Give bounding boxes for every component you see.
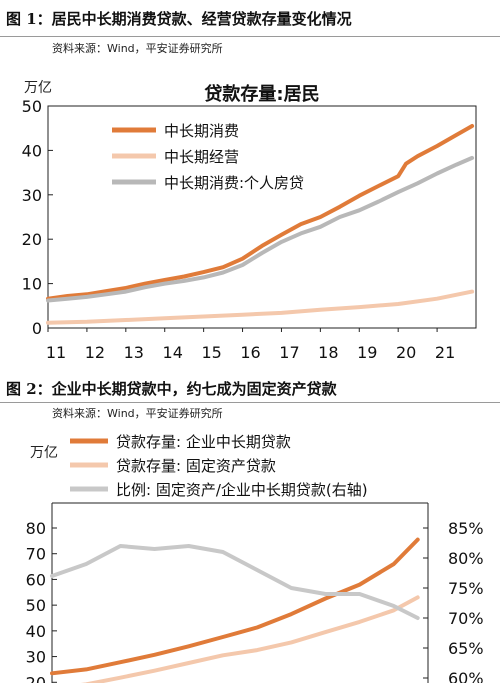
chart-2-y-left-tick-label-5: 60 (26, 570, 46, 589)
chart-1: 万亿 贷款存量:居民 0 10 20 30 40 50 11 12 13 14 15 16 17 18 19 20… (22, 80, 477, 362)
figure-2-title: 图 2：企业中长期贷款中，约七成为固定资产贷款 (6, 380, 337, 398)
chart-1-y-tick-label-3: 30 (22, 186, 42, 205)
figure-2-source: 资料来源：Wind，平安证券研究所 (52, 407, 223, 420)
chart-1-y-tick-label-5: 50 (22, 97, 42, 116)
chart-2-legend-label-2: 比例: 固定资产/企业中长期贷款(右轴) (116, 481, 368, 499)
chart-2-y-right-tick-label-1: 60% (448, 669, 484, 683)
chart-1-x-tick-label-2: 13 (124, 343, 144, 362)
chart-2-y-left-tick-label-2: 30 (26, 648, 46, 667)
chart-2-y-right-tick-label-6: 85% (448, 519, 484, 538)
chart-2-series-line-1 (80, 595, 420, 683)
chart-2-legend-label-0: 贷款存量: 企业中长期贷款 (116, 433, 291, 451)
chart-1-x-tick-label-10: 21 (435, 343, 455, 362)
chart-1-y-tick-label-2: 20 (22, 230, 42, 249)
chart-1-legend-label-1: 中长期经营 (164, 148, 239, 166)
chart-2: 万亿 20 30 40 50 60 70 80 60% 65% 70% 75% 80% 85% 贷款存量: … (26, 433, 484, 683)
chart-2-legend-label-1: 贷款存量: 固定资产贷款 (116, 457, 276, 475)
chart-1-x-tick-label-3: 14 (163, 343, 183, 362)
chart-2-y-right-tick-label-3: 70% (448, 609, 484, 628)
chart-1-y-tick-label-1: 10 (22, 275, 42, 294)
chart-1-x-tick-label-4: 15 (201, 343, 221, 362)
chart-1-x-tick-label-0: 11 (46, 343, 66, 362)
chart-1-x-tick-label-6: 17 (279, 343, 299, 362)
chart-1-series-line-1 (46, 289, 475, 325)
chart-2-y-left-tick-label-3: 40 (26, 622, 46, 641)
chart-2-y-left-tick-label-6: 70 (26, 545, 46, 564)
figure-2-rule (0, 402, 500, 403)
chart-2-y-right-tick-label-4: 75% (448, 579, 484, 598)
chart-2-y-right-tick-label-2: 65% (448, 639, 484, 658)
figure-1-rule (0, 36, 500, 37)
chart-1-title: 贷款存量:居民 (204, 83, 319, 105)
chart-1-frame (47, 105, 477, 329)
chart-1-series-line-2 (46, 155, 475, 303)
chart-2-series-line-0 (50, 537, 420, 676)
figure-1-title: 图 1：居民中长期消费贷款、经营贷款存量变化情况 (6, 10, 352, 28)
chart-2-unit-label: 万亿 (30, 445, 58, 461)
chart-2-y-left-tick-label-7: 80 (26, 519, 46, 538)
chart-1-legend-label-0: 中长期消费 (164, 122, 239, 140)
chart-2-y-left-tick-label-4: 50 (26, 596, 46, 615)
figure-1-source: 资料来源：Wind，平安证券研究所 (52, 42, 223, 55)
chart-2-y-left-tick-label-1: 20 (26, 673, 46, 683)
chart-1-x-tick-label-1: 12 (85, 343, 105, 362)
chart-1-series-line-0 (46, 124, 475, 301)
chart-1-legend-label-2: 中长期消费:个人房贷 (164, 174, 304, 192)
chart-2-y-right-tick-label-5: 80% (448, 549, 484, 568)
chart-1-x-tick-label-9: 20 (396, 343, 416, 362)
chart-1-x-tick-label-7: 18 (318, 343, 338, 362)
chart-1-x-tick-label-5: 16 (240, 343, 260, 362)
chart-2-series-line-2 (50, 544, 420, 620)
chart-1-unit-label: 万亿 (24, 80, 52, 96)
chart-1-y-tick-label-4: 40 (22, 141, 42, 160)
chart-1-x-tick-label-8: 19 (357, 343, 377, 362)
chart-1-y-tick-label-0: 0 (32, 319, 42, 338)
